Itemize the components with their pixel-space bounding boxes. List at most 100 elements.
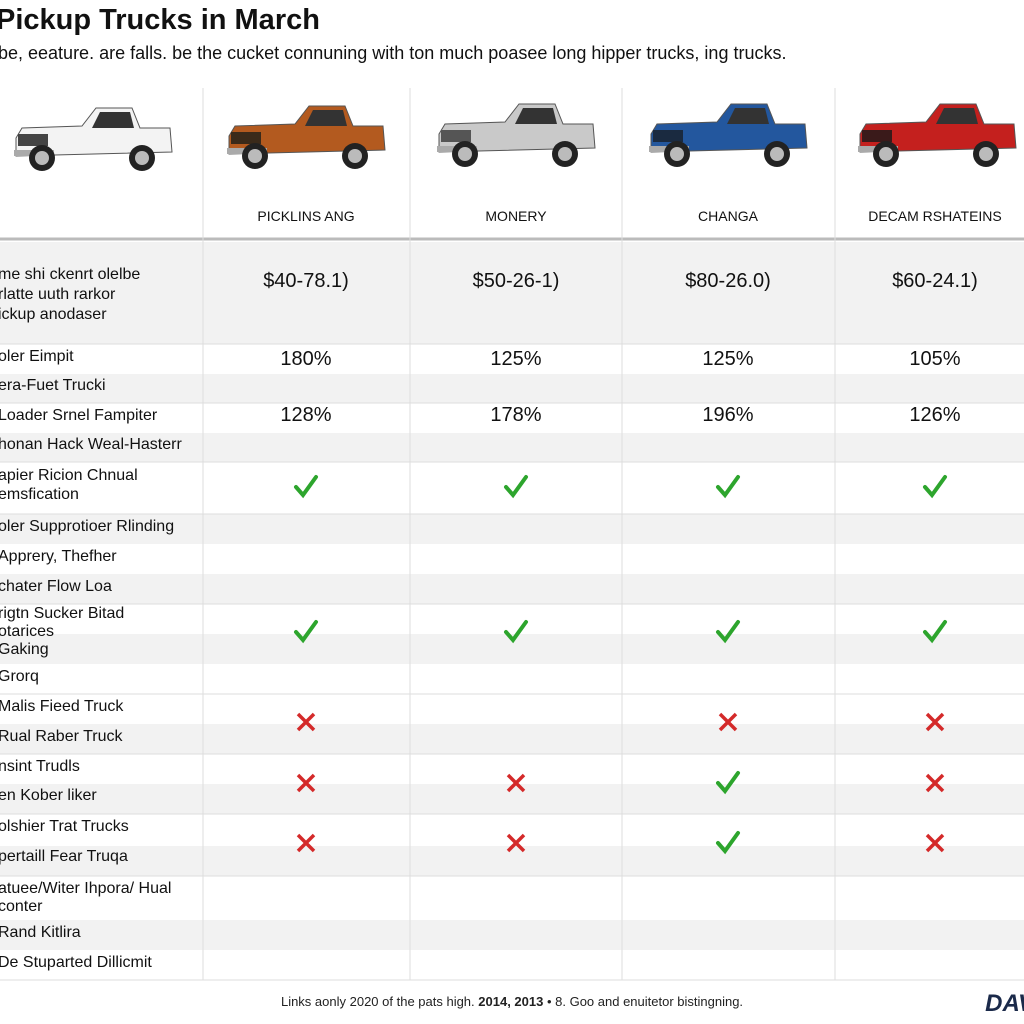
cell-value: $80-26.0) (685, 270, 771, 292)
truck-body (15, 107, 173, 157)
row-label: pertaill Fear Truqa (0, 848, 128, 865)
cross-icon (506, 833, 526, 853)
rim (248, 149, 262, 163)
row-label: Rand Kitlira (0, 924, 81, 941)
cell-value: 196% (702, 404, 754, 426)
column-name: MONERY (485, 208, 547, 224)
truck-window (92, 112, 134, 128)
truck-grille (862, 130, 892, 142)
cross-icon (925, 773, 945, 793)
check-icon (716, 475, 740, 499)
check-icon (923, 475, 947, 499)
stripe (0, 242, 1024, 344)
truck-body (859, 103, 1017, 153)
check-icon (716, 620, 740, 644)
check-icon (716, 831, 740, 855)
truck-image (437, 103, 596, 167)
row-label: me shi ckenrt olelbe (0, 266, 141, 283)
cross-icon (925, 712, 945, 732)
row-label: otarices (0, 623, 55, 640)
stripe (0, 724, 1024, 754)
row-label: Malis Fieed Truck (0, 698, 124, 715)
cell-value: 125% (490, 348, 542, 370)
row-label: oler Supprotioer Rlinding (0, 518, 175, 535)
stripe (0, 574, 1024, 604)
rim (879, 147, 893, 161)
row-label: Rual Raber Truck (0, 728, 123, 745)
cell-value: 126% (909, 404, 961, 426)
rim (979, 147, 993, 161)
truck-body (438, 103, 596, 153)
cell-value: 180% (280, 348, 332, 370)
cross-icon (718, 712, 738, 732)
row-label: De Stuparted Dillicmit (0, 954, 152, 971)
row-label: chater Flow Loa (0, 578, 112, 595)
row-label: rigtn Sucker Bitad (0, 605, 125, 622)
column-name: PICKLINS ANG (257, 208, 355, 224)
stripe (0, 514, 1024, 544)
cell-value: 125% (702, 348, 754, 370)
row-label: Apprery, Thefher (0, 548, 117, 565)
footer-bold: 2014, 2013 (478, 994, 544, 1009)
truck-grille (231, 132, 261, 144)
rim (458, 147, 472, 161)
footer-text: • 8. Goo and enuitetor bistingning. (543, 994, 744, 1009)
truck-image (649, 103, 808, 167)
rim (558, 147, 572, 161)
cell-value: 178% (490, 404, 542, 426)
truck-grille (18, 134, 48, 146)
row-label: Gaking (0, 641, 49, 658)
check-icon (294, 620, 318, 644)
column-name: CHANGA (698, 208, 758, 224)
cell-value: $50-26-1) (472, 270, 560, 292)
row-label: era-Fuet Trucki (0, 377, 106, 394)
stripe (0, 433, 1024, 462)
rim (770, 147, 784, 161)
truck-window (727, 108, 769, 124)
truck-body (228, 105, 386, 155)
row-label: honan Hack Weal-Hasterr (0, 436, 182, 453)
rim (35, 151, 49, 165)
check-icon (294, 475, 318, 499)
truck-grille (441, 130, 471, 142)
row-label: oler Eimpit (0, 348, 74, 365)
truck-image (227, 105, 386, 169)
logo: DAV (985, 990, 1024, 1017)
row-label: atuee/Witer Ihpora/ Hual (0, 880, 172, 897)
row-label: nsint Trudls (0, 758, 80, 775)
title: Pickup Trucks in March (0, 4, 320, 36)
truck-image (14, 107, 173, 171)
row-label: apier Ricion Chnual (0, 467, 138, 484)
footer: Links aonly 2020 of the pats high. 2014,… (281, 994, 743, 1009)
row-label: emsfication (0, 486, 79, 503)
cross-icon (296, 833, 316, 853)
cross-icon (296, 712, 316, 732)
column-name: DECAM RSHATEINS (868, 208, 1002, 224)
rim (670, 147, 684, 161)
row-label: Grorq (0, 668, 39, 685)
cross-icon (296, 773, 316, 793)
check-icon (504, 475, 528, 499)
truck-grille (653, 130, 683, 142)
truck-image (858, 103, 1017, 167)
row-label: olshier Trat Trucks (0, 818, 129, 835)
cell-value: 128% (280, 404, 332, 426)
truck-body (650, 103, 808, 153)
cell-value: $60-24.1) (892, 270, 978, 292)
cross-icon (506, 773, 526, 793)
rim (348, 149, 362, 163)
cell-value: $40-78.1) (263, 270, 349, 292)
stripe (0, 920, 1024, 950)
check-icon (504, 620, 528, 644)
stripe (0, 374, 1024, 403)
row-label: en Kober liker (0, 787, 97, 804)
check-icon (923, 620, 947, 644)
footer-text: Links aonly 2020 of the pats high. (280, 994, 479, 1009)
rim (135, 151, 149, 165)
stripe (0, 846, 1024, 876)
row-label: ickup anodaser (0, 306, 107, 323)
cell-value: 105% (909, 348, 961, 370)
subtitle: be, eeature. are falls. be the cucket co… (0, 43, 787, 63)
